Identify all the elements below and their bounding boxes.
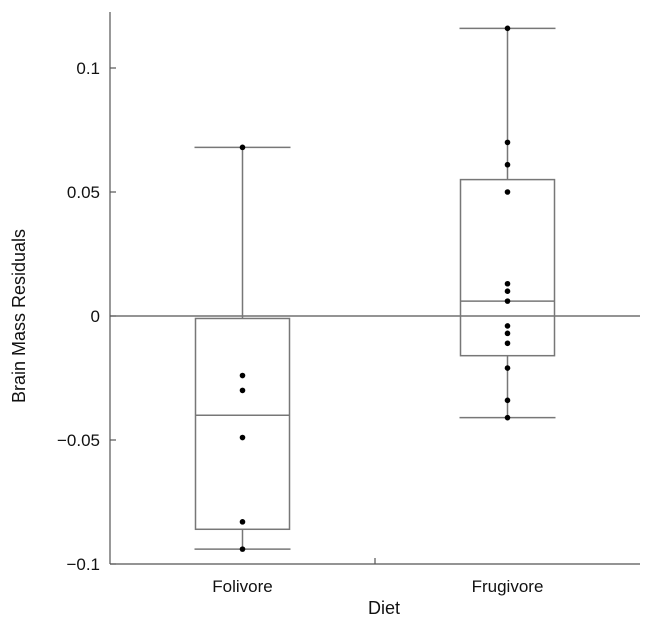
data-point: [504, 365, 511, 371]
axes: 0.1 0.05 0 −0.05 −0.1 Folivore Frugivore: [57, 12, 640, 596]
y-axis-title: Brain Mass Residuals: [9, 229, 29, 403]
data-point: [239, 387, 246, 394]
y-tick-label: 0.1: [76, 59, 100, 78]
data-point: [504, 330, 511, 337]
x-tick-label: Frugivore: [472, 577, 544, 596]
data-point: [239, 519, 246, 525]
data-point: [239, 434, 246, 441]
box-folivore: [194, 144, 291, 552]
data-point: [239, 144, 246, 151]
data-point: [504, 288, 511, 295]
data-point: [504, 397, 511, 404]
data-point: [504, 340, 511, 347]
data-point: [504, 161, 511, 168]
y-tick-label: 0.05: [67, 183, 100, 202]
iqr-box: [194, 317, 291, 531]
data-point: [504, 323, 511, 329]
iqr-box: [459, 178, 556, 357]
data-point: [239, 546, 246, 552]
y-tick-label: 0: [91, 307, 100, 326]
plot-marks: [194, 25, 556, 552]
data-point: [504, 280, 511, 287]
y-tick-label: −0.1: [66, 555, 100, 574]
data-point: [504, 298, 511, 304]
data-point: [504, 139, 511, 146]
data-point: [504, 25, 511, 32]
x-tick-label: Folivore: [212, 577, 272, 596]
data-point: [239, 372, 246, 379]
data-point: [504, 189, 511, 195]
data-point: [504, 414, 511, 421]
x-axis-title: Diet: [368, 598, 400, 618]
box-frugivore: [459, 25, 556, 421]
y-tick-label: −0.05: [57, 431, 100, 450]
